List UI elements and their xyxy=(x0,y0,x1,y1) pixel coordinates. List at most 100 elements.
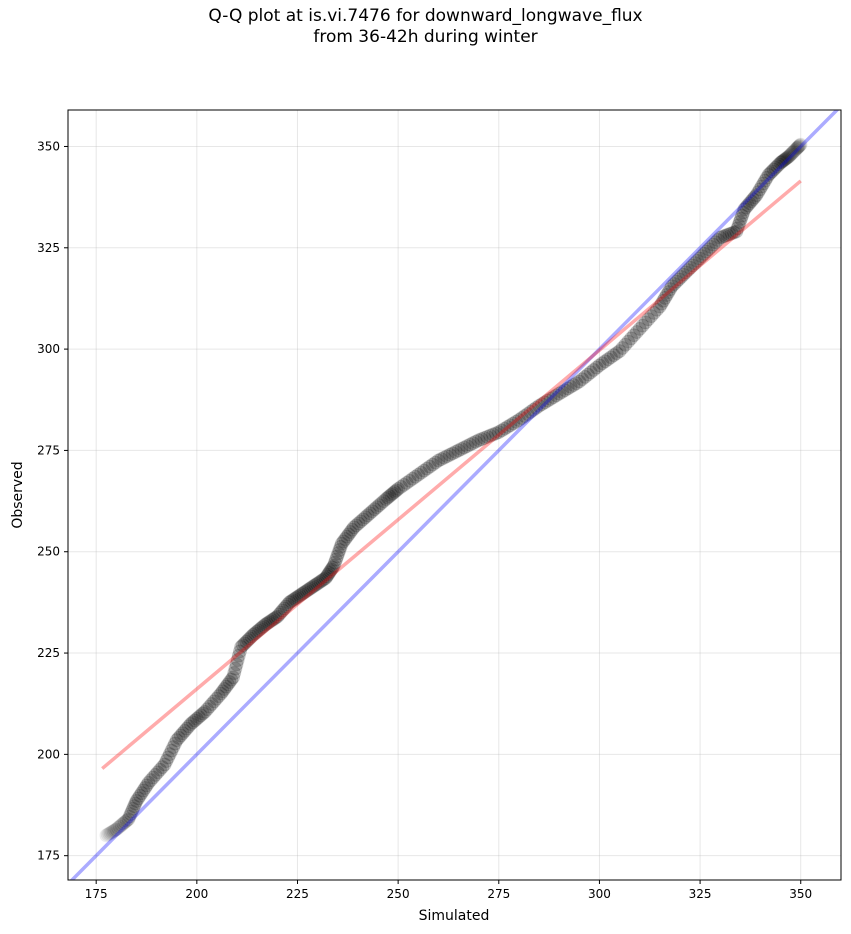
quantile-point xyxy=(783,147,798,162)
quantile-point xyxy=(701,242,716,257)
quantile-point xyxy=(732,215,747,230)
quantile-point xyxy=(773,155,788,170)
quantile-point xyxy=(294,587,309,602)
quantile-point xyxy=(213,686,228,701)
quantile-point xyxy=(775,153,790,168)
quantile-point xyxy=(345,522,360,537)
quantile-point xyxy=(164,743,179,758)
quantile-point xyxy=(509,414,524,429)
quantile-point xyxy=(440,449,455,464)
quantile-point xyxy=(232,644,247,659)
quantile-point xyxy=(362,506,377,521)
quantile-point xyxy=(207,694,222,709)
quantile-point xyxy=(256,619,271,634)
quantile-point xyxy=(635,318,650,333)
quantile-point xyxy=(781,149,796,164)
quantile-point xyxy=(278,599,293,614)
x-tick-label: 350 xyxy=(789,887,812,901)
quantile-point xyxy=(779,151,794,166)
quantile-point xyxy=(603,350,618,365)
quantile-point xyxy=(376,494,391,509)
quantile-point xyxy=(419,461,434,476)
quantile-point xyxy=(367,502,382,517)
quantile-point xyxy=(315,573,330,588)
quantile-point xyxy=(730,221,745,236)
quantile-point xyxy=(451,443,466,458)
quantile-point xyxy=(480,429,495,444)
quantile-point xyxy=(351,516,366,531)
quantile-point xyxy=(500,419,515,434)
quantile-point xyxy=(649,302,664,317)
quantile-point xyxy=(520,406,535,421)
linear-fit-line xyxy=(101,179,802,770)
quantile-point xyxy=(157,757,172,772)
quantile-point xyxy=(422,459,437,474)
quantile-point xyxy=(514,411,529,425)
quantile-point xyxy=(319,569,334,584)
quantile-point xyxy=(552,386,567,401)
quantile-point xyxy=(127,799,142,814)
quantile-point xyxy=(583,365,598,380)
quantile-point xyxy=(266,611,281,626)
quantile-point xyxy=(134,786,149,801)
quantile-point xyxy=(242,631,257,646)
quantile-point xyxy=(329,552,344,567)
quantile-point xyxy=(323,564,338,579)
quantile-point xyxy=(468,434,483,449)
quantile-point xyxy=(674,270,689,285)
quantile-point xyxy=(537,395,552,410)
quantile-point xyxy=(124,804,139,819)
quantile-point xyxy=(744,194,759,209)
quantile-point xyxy=(626,328,641,343)
quantile-point xyxy=(372,498,387,513)
quantile-point xyxy=(162,747,177,762)
quantile-point xyxy=(100,827,115,842)
quantile-point xyxy=(131,791,146,806)
quantile-point xyxy=(715,229,730,244)
quantile-point xyxy=(457,440,472,455)
quantile-point xyxy=(229,657,244,672)
quantile-point xyxy=(122,809,137,824)
quantile-point xyxy=(792,138,807,153)
quantile-point xyxy=(788,142,803,157)
quantile-point xyxy=(786,144,801,159)
quantile-point xyxy=(224,672,239,687)
quantile-point xyxy=(226,670,241,685)
y-tick-label: 325 xyxy=(37,241,60,255)
quantile-point xyxy=(494,423,509,438)
quantile-point xyxy=(658,290,673,305)
quantile-point xyxy=(763,166,778,181)
quantile-point xyxy=(777,153,792,168)
quantile-point xyxy=(200,702,215,717)
quantile-point xyxy=(111,820,126,835)
quantile-point xyxy=(119,813,134,828)
quantile-point xyxy=(327,555,342,570)
quantile-point xyxy=(681,263,696,278)
quantile-point xyxy=(428,455,443,470)
quantile-point xyxy=(244,629,259,644)
quantile-point xyxy=(694,249,709,264)
quantile-point xyxy=(301,582,316,597)
quantile-point xyxy=(141,775,156,790)
quantile-point xyxy=(138,780,153,795)
quantile-point xyxy=(414,465,429,480)
quantile-point xyxy=(258,617,273,632)
quantile-point xyxy=(161,750,176,765)
quantile-point xyxy=(280,597,295,612)
quantile-point xyxy=(667,276,682,291)
quantile-point xyxy=(104,824,119,839)
quantile-point xyxy=(425,457,440,472)
quantile-point xyxy=(304,580,319,595)
quantile-point xyxy=(735,208,750,223)
quantile-point xyxy=(338,532,353,546)
quantile-point xyxy=(463,437,478,452)
quantile-point xyxy=(121,812,136,827)
quantile-point xyxy=(237,636,252,651)
quantile-point xyxy=(343,525,358,540)
quantile-point xyxy=(187,713,202,728)
quantile-point xyxy=(324,562,339,577)
quantile-point xyxy=(336,534,351,549)
quantile-point xyxy=(125,801,140,816)
quantile-point xyxy=(609,346,624,361)
